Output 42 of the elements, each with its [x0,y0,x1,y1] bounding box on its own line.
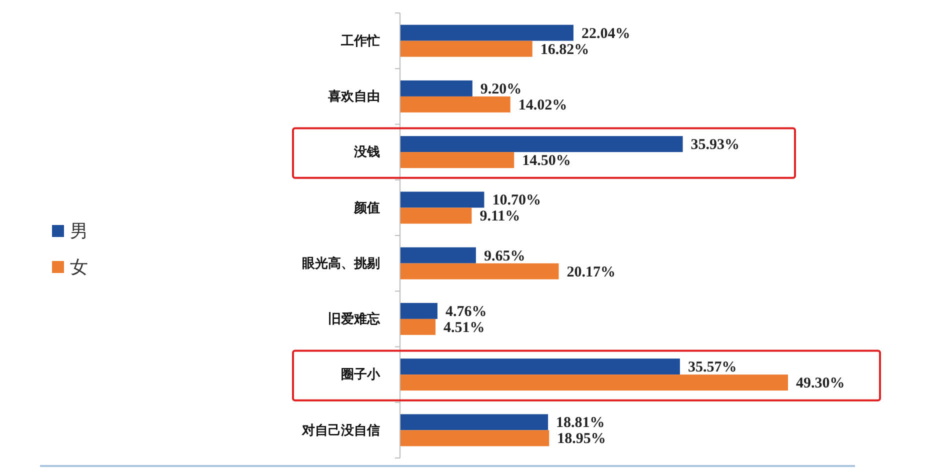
bar [400,208,472,224]
bar [400,24,574,41]
data-label: 22.04% [581,26,630,42]
data-label: 4.76% [445,304,487,320]
y-tick-label: 圈子小 [341,368,381,383]
data-label: 4.51% [443,320,485,336]
data-label: 9.20% [480,81,522,98]
bar [400,152,514,168]
bar [400,358,680,375]
bar [400,80,472,96]
y-tick-label: 喜欢自由 [327,90,380,105]
data-label: 10.70% [492,192,541,209]
data-label: 35.57% [688,360,737,376]
data-label: 49.30% [796,376,845,392]
data-label: 35.93% [690,137,740,154]
data-label: 14.02% [518,97,568,114]
bar [400,96,510,112]
data-label: 18.95% [557,431,606,448]
data-label: 16.82% [540,42,590,58]
data-label: 14.50% [522,153,571,170]
y-tick-label: 颜值 [353,200,380,216]
bar [400,374,788,391]
y-tick-label: 旧爱难忘 [328,311,381,328]
data-label: 20.17% [566,264,616,280]
bar [400,263,559,280]
data-label: 9.11% [480,208,520,225]
bar [400,414,548,430]
data-label: 9.65% [484,248,526,264]
y-tick-label: 工作忙 [340,32,380,49]
y-tick-label: 没钱 [353,145,380,160]
bar [400,302,438,319]
bar [400,318,436,335]
data-label: 18.81% [556,415,605,432]
legend-label: 女 [70,257,88,278]
bar [400,192,484,208]
bar [400,430,550,446]
y-tick-label: 对自己没自信 [301,423,380,438]
bar [400,247,476,264]
legend-label: 男 [70,221,88,242]
y-tick-label: 眼光高、挑剔 [302,255,380,272]
bar [400,136,683,152]
bar [400,40,532,57]
